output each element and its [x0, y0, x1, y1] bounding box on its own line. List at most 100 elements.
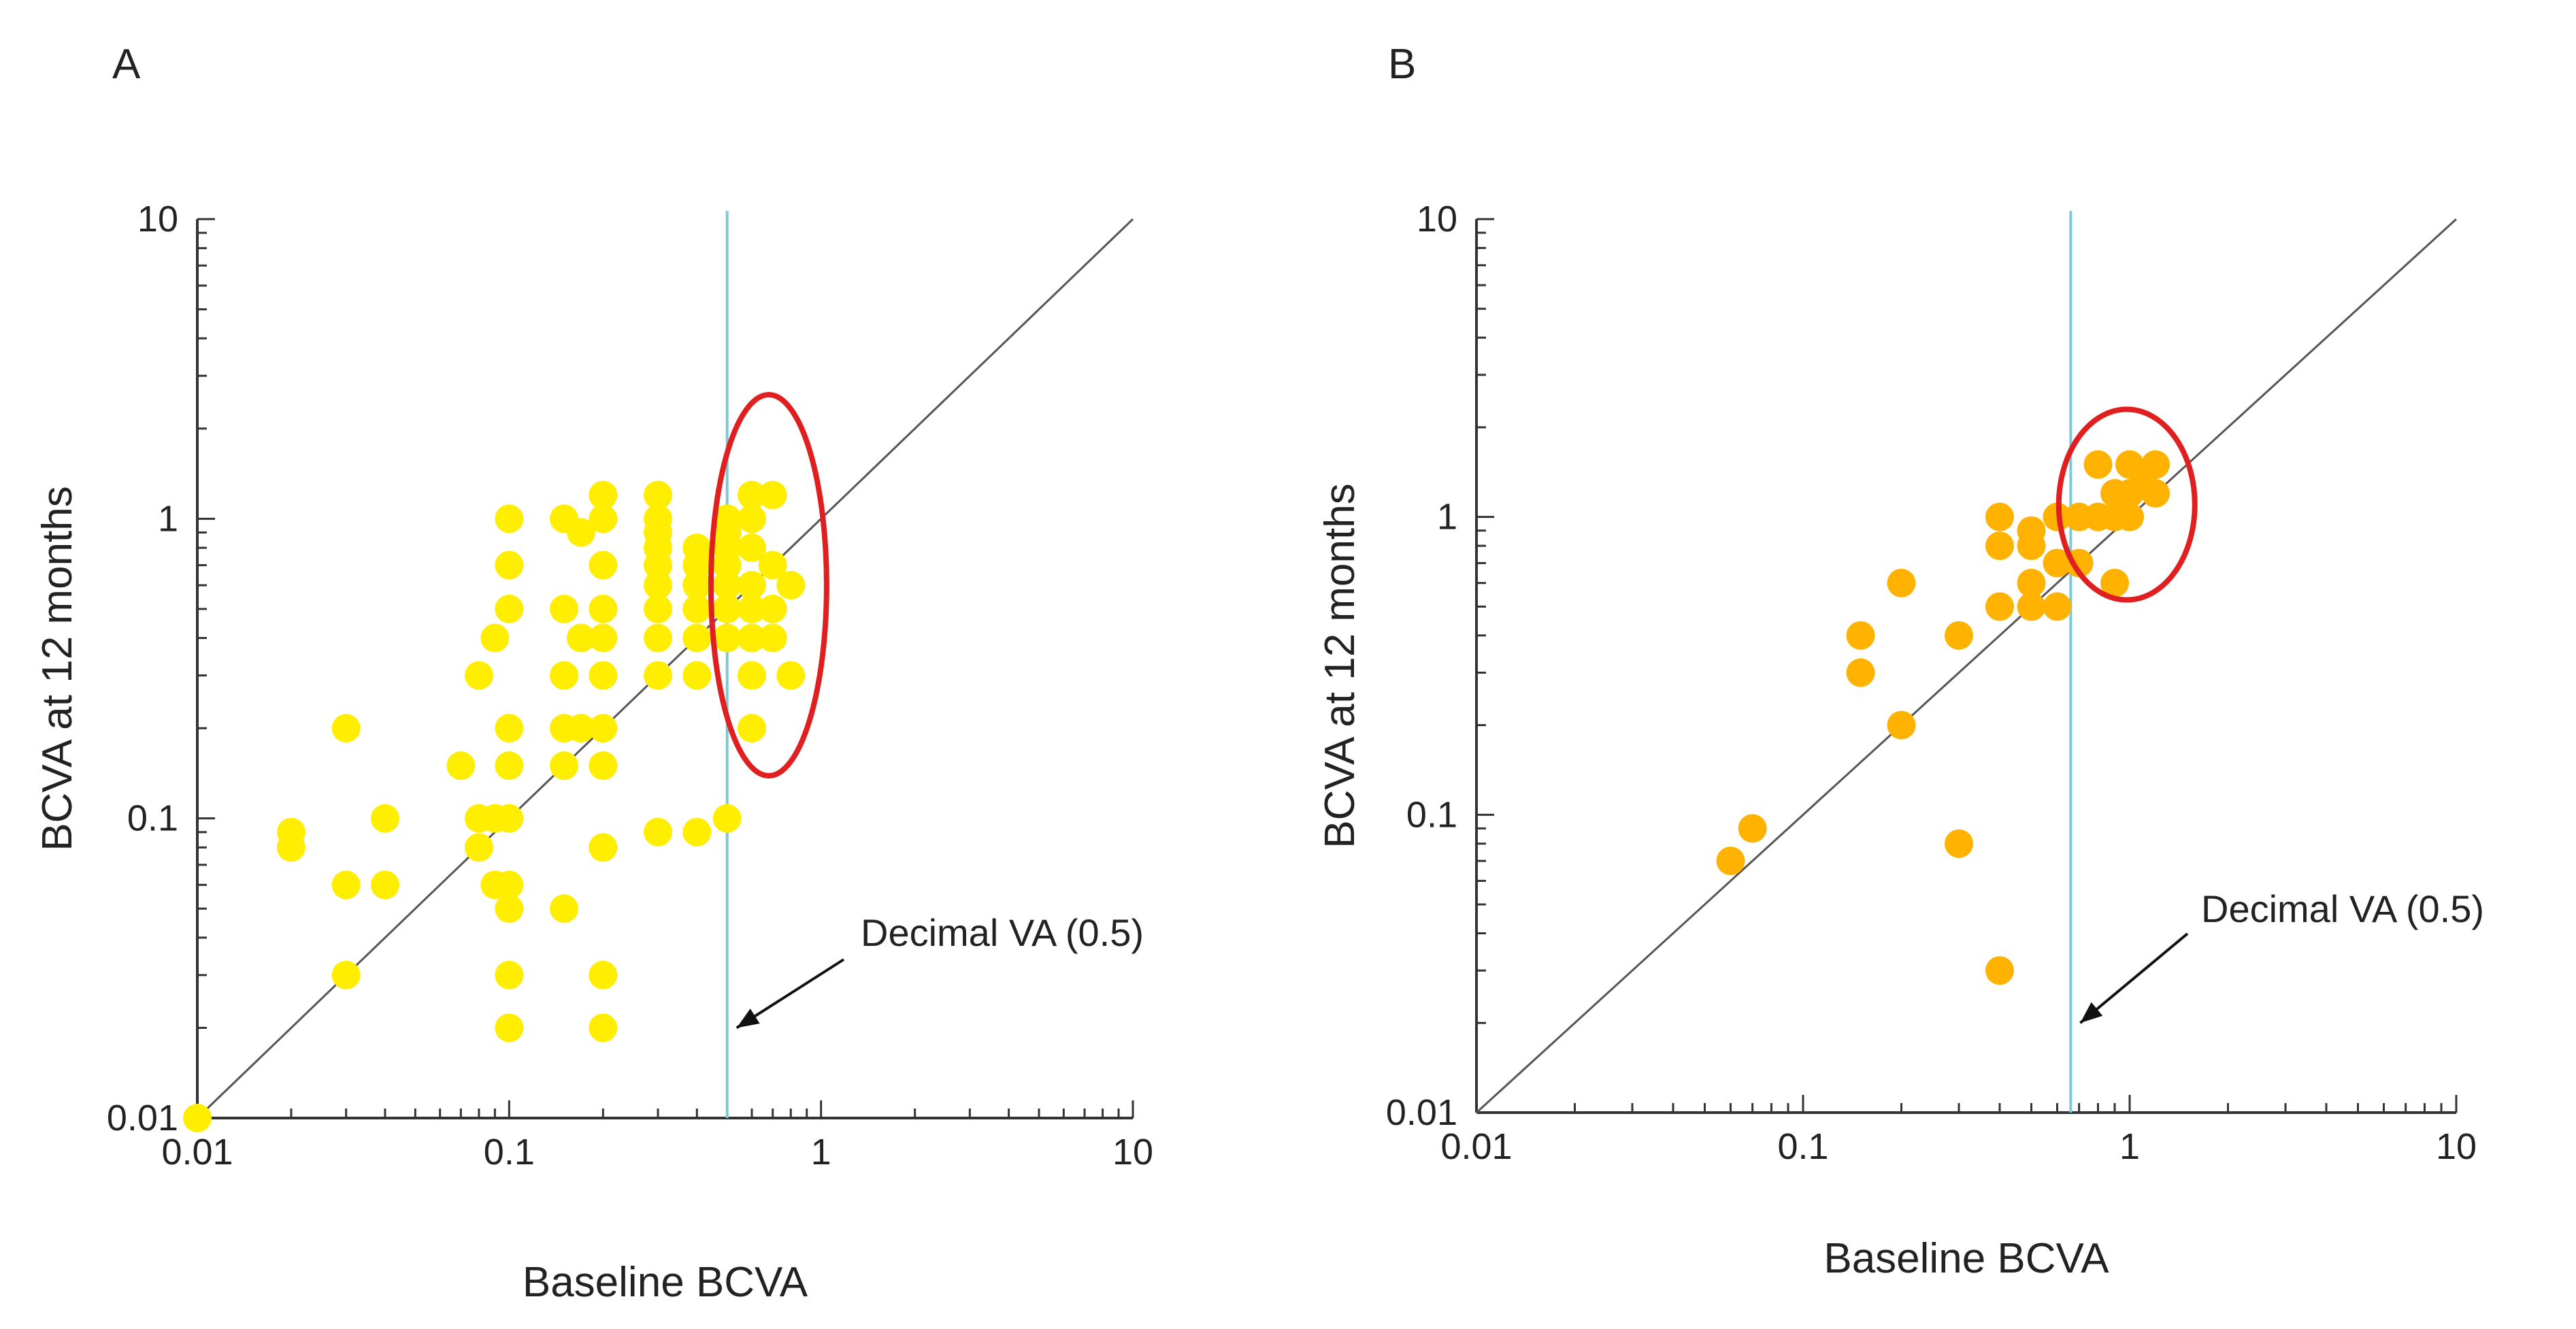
data-point [1985, 956, 2014, 985]
data-point [1887, 568, 1916, 597]
panel-b-highlight-ellipse [2055, 406, 2198, 603]
data-point [1846, 621, 1875, 650]
x-tick-label: 0.1 [1777, 1126, 1828, 1167]
panel-b-y-label: BCVA at 12 months [1317, 483, 1364, 848]
data-point [589, 833, 618, 862]
data-point [712, 551, 742, 580]
data-point [550, 594, 579, 623]
y-tick-label: 10 [137, 199, 178, 240]
data-point [2083, 450, 2113, 479]
data-point [495, 894, 524, 923]
data-point [712, 804, 742, 833]
panel-b-ticks: 0.01 0.1 1 10 0.01 0.1 1 10 [1386, 199, 2477, 1167]
panel-b-annotation-arrow [2079, 932, 2189, 1024]
x-tick-label: 1 [811, 1132, 831, 1172]
data-point [737, 571, 766, 600]
data-point [589, 594, 618, 623]
panel-a-ticks: 0.01 0.1 1 10 0.01 0.1 1 10 [107, 199, 1153, 1172]
data-point [495, 751, 524, 781]
data-point [644, 571, 673, 600]
data-point [2043, 548, 2072, 578]
panel-b-arrow-head [2080, 1002, 2103, 1023]
data-point [1887, 710, 1916, 740]
data-point [2017, 568, 2046, 597]
x-tick-label: 0.1 [484, 1132, 535, 1172]
data-point [758, 623, 787, 653]
data-point [589, 551, 618, 580]
data-point [464, 833, 493, 862]
data-point [2100, 568, 2130, 597]
y-tick-label: 0.01 [1386, 1092, 1457, 1133]
data-point [495, 714, 524, 743]
data-point [737, 480, 766, 510]
data-point [776, 661, 806, 690]
data-point [589, 714, 618, 743]
y-tick-label: 1 [1437, 497, 1457, 538]
y-tick-label: 0.1 [1406, 794, 1457, 835]
data-point [682, 571, 712, 600]
panel-a-highlight-ellipse [708, 392, 829, 779]
panel-a-annotation: Decimal VA (0.5) [861, 911, 1144, 954]
data-point [464, 661, 493, 690]
panel-b-points [1716, 450, 2170, 985]
data-point [495, 804, 524, 833]
data-point [446, 751, 476, 781]
panel-b-x-label: Baseline BCVA [1823, 1235, 2109, 1282]
data-point [566, 518, 595, 547]
data-point [712, 623, 742, 653]
x-tick-label: 10 [2436, 1126, 2477, 1167]
data-point [370, 870, 399, 900]
data-point [495, 594, 524, 623]
panel-a-y-label: BCVA at 12 months [34, 486, 81, 851]
panel-a-letter: A [112, 41, 141, 88]
data-point [758, 480, 787, 510]
data-point [276, 817, 306, 847]
panel-b-letter: B [1388, 41, 1416, 88]
data-point [589, 480, 618, 510]
data-point [589, 504, 618, 534]
x-tick-label: 0.01 [161, 1132, 233, 1172]
data-point [370, 804, 399, 833]
data-point [682, 551, 712, 580]
panel-b-identity-line [1475, 218, 2458, 1114]
data-point [589, 1013, 618, 1043]
data-point [566, 623, 595, 653]
y-tick-label: 1 [158, 498, 178, 539]
data-point [644, 594, 673, 623]
data-point [644, 551, 673, 580]
data-point [1716, 847, 1745, 876]
data-point [589, 751, 618, 781]
data-point [644, 623, 673, 653]
data-point [1846, 658, 1875, 687]
data-point [480, 623, 510, 653]
data-point [682, 623, 712, 653]
panel-b-annotation: Decimal VA (0.5) [2201, 887, 2484, 930]
data-point [495, 504, 524, 534]
data-point [495, 1013, 524, 1043]
data-point [682, 817, 712, 847]
panel-a-points [183, 480, 806, 1132]
data-point [2141, 479, 2170, 508]
data-point [495, 870, 524, 900]
data-point [331, 714, 361, 743]
data-point [1985, 592, 2014, 621]
x-tick-label: 1 [2119, 1126, 2140, 1167]
y-tick-label: 10 [1417, 199, 1457, 240]
panel-a-x-label: Baseline BCVA [523, 1259, 808, 1306]
data-point [644, 480, 673, 510]
data-point [737, 714, 766, 743]
data-point [737, 504, 766, 534]
panel-a-arrow-head [736, 1008, 760, 1028]
data-point [1945, 621, 1974, 650]
data-point [776, 571, 806, 600]
data-point [550, 894, 579, 923]
data-point [2017, 592, 2046, 621]
y-tick-label: 0.01 [107, 1098, 178, 1138]
data-point [2115, 502, 2144, 531]
data-point [550, 751, 579, 781]
data-point [2043, 592, 2072, 621]
data-point [1945, 829, 1974, 858]
data-point [758, 594, 787, 623]
data-point [737, 534, 766, 563]
